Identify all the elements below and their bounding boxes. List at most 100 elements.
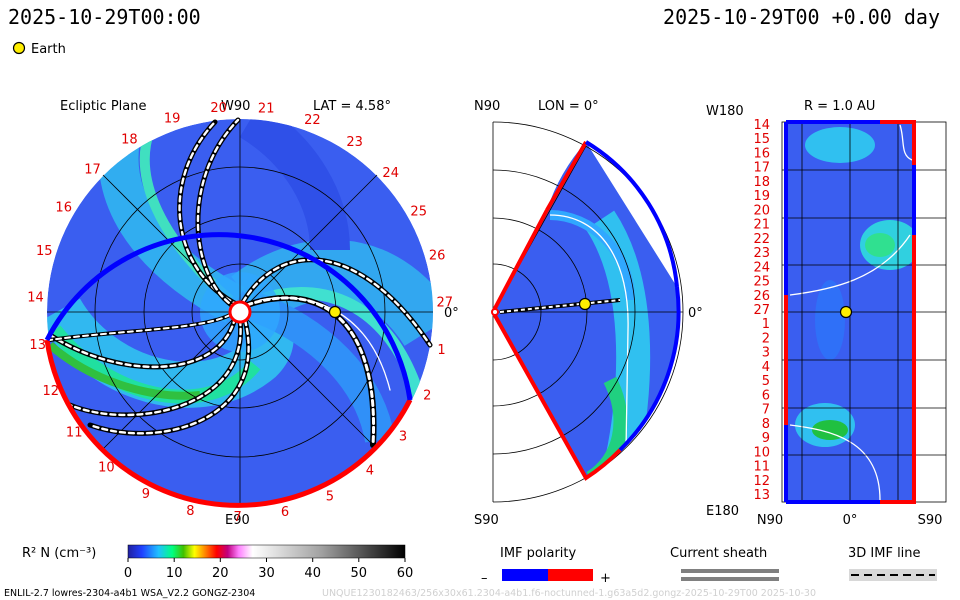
radial-top-label: W180: [706, 104, 744, 119]
radial-y-tick-label: 15: [753, 132, 770, 147]
ecliptic-earth-icon: [328, 305, 342, 319]
ecliptic-boundary-positive: [44, 339, 413, 508]
radial-y-tick-label: 26: [753, 289, 770, 304]
radial-y-tick-label: 24: [753, 260, 770, 275]
ecliptic-title: Ecliptic Plane: [60, 99, 146, 114]
ecliptic-tick-label: 24: [382, 166, 399, 181]
radial-y-tick-label: 13: [753, 488, 770, 503]
colorbar-tick-label: 10: [166, 566, 183, 581]
ecliptic-tick-label: 19: [164, 112, 181, 127]
imf-polarity-label: IMF polarity: [500, 546, 576, 561]
meridional-bottom-label: S90: [474, 513, 499, 528]
colorbar-tick-label: 30: [258, 566, 275, 581]
ecliptic-tick-label: 16: [55, 200, 72, 215]
ecliptic-tick-label: 23: [346, 135, 363, 150]
radial-panel: R = 1.0 AU W180 E180 1415161718192021222…: [706, 99, 947, 528]
colorbar-tick-label: 60: [397, 566, 414, 581]
radial-y-tick-label: 12: [753, 474, 770, 489]
meridional-lon-label: LON = 0°: [538, 99, 599, 114]
ecliptic-right-label: 0°: [444, 306, 459, 321]
ecliptic-tick-label: 2: [423, 388, 431, 403]
radial-x-tick-label: S90: [918, 513, 943, 528]
radial-y-tick-label: 20: [753, 203, 770, 218]
radial-y-tick-label: 6: [762, 388, 770, 403]
ecliptic-tick-label: 17: [84, 163, 101, 178]
ecliptic-tick-label: 18: [121, 132, 138, 147]
radial-y-ticks: 1415161718192021222324252627123456789101…: [753, 118, 770, 503]
meridional-top-label: N90: [474, 99, 500, 114]
radial-y-tick-label: 8: [762, 417, 770, 432]
ecliptic-tick-label: 9: [142, 487, 150, 502]
radial-bottom-label: E180: [706, 504, 739, 519]
radial-y-tick-label: 7: [762, 403, 770, 418]
current-sheath-legend: Current sheath: [670, 546, 779, 581]
current-sheath-label: Current sheath: [670, 546, 767, 561]
radial-y-tick-label: 22: [753, 232, 770, 247]
colorbar-ticks: 0 10 20 30 40 50 60: [124, 558, 413, 581]
ecliptic-tick-label: 4: [366, 464, 374, 479]
imf-line-label: 3D IMF line: [848, 546, 921, 561]
footer-run-id: UNQUE1230182463/256x30x61.2304-a4b1.f6-n…: [322, 588, 816, 599]
radial-y-tick-label: 1: [762, 317, 770, 332]
ecliptic-tick-label: 13: [29, 338, 46, 353]
radial-y-tick-label: 4: [762, 360, 770, 375]
ecliptic-tick-label: 10: [98, 461, 115, 476]
ecliptic-tick-label: 22: [304, 113, 321, 128]
ecliptic-bottom-label: E90: [225, 513, 250, 528]
imf-polarity-legend: IMF polarity – +: [481, 546, 611, 586]
radial-y-tick-label: 25: [753, 275, 770, 290]
ecliptic-tick-label: 15: [36, 244, 53, 259]
ecliptic-tick-label: 3: [399, 429, 407, 444]
imf-positive-swatch: [548, 569, 593, 581]
ecliptic-panel: Ecliptic Plane W90 E90 0° LAT = 4.58° 20…: [27, 99, 459, 528]
radial-y-tick-label: 10: [753, 445, 770, 460]
colorbar-gradient: [127, 544, 406, 559]
footer-model-string: ENLIL-2.7 lowres-2304-a4b1 WSA_V2.2 GONG…: [4, 588, 255, 599]
radial-title: R = 1.0 AU: [804, 99, 875, 114]
ecliptic-tick-label: 25: [410, 205, 427, 220]
earth-legend-icon: [12, 41, 26, 55]
sun-icon: [228, 300, 252, 324]
ecliptic-lat-label: LAT = 4.58°: [313, 99, 391, 114]
ecliptic-tick-label: 7: [233, 510, 241, 525]
ecliptic-top-label: W90: [221, 99, 250, 114]
colorbar-label: R² N (cm⁻³): [22, 546, 96, 561]
ecliptic-tick-label: 21: [258, 102, 275, 117]
radial-y-tick-label: 2: [762, 332, 770, 347]
ecliptic-tick-label: 14: [27, 291, 44, 306]
earth-legend-label: Earth: [31, 42, 66, 57]
colorbar-tick-label: 20: [212, 566, 229, 581]
radial-x-tick-label: N90: [757, 513, 783, 528]
radial-y-tick-label: 11: [753, 460, 770, 475]
header-left-datetime: 2025-10-29T00:00: [8, 5, 201, 29]
radial-x-ticks: N90 0° S90: [757, 513, 943, 528]
meridional-right-label: 0°: [688, 306, 703, 321]
header-right-datetime: 2025-10-29T00 +0.00 day: [663, 5, 940, 29]
imf-line-legend: 3D IMF line: [848, 546, 937, 581]
radial-y-tick-label: 9: [762, 431, 770, 446]
radial-y-tick-label: 27: [753, 303, 770, 318]
radial-x-tick-label: 0°: [843, 513, 858, 528]
current-sheath-swatch-top: [681, 569, 779, 573]
ecliptic-tick-label: 20: [210, 101, 227, 116]
radial-y-tick-label: 19: [753, 189, 770, 204]
ecliptic-tick-label: 6: [281, 505, 289, 520]
ecliptic-boundary-negative: [44, 232, 413, 401]
colorbar-tick-label: 0: [124, 566, 132, 581]
radial-y-tick-label: 3: [762, 346, 770, 361]
radial-y-tick-label: 17: [753, 161, 770, 176]
imf-plus-label: +: [600, 571, 611, 586]
ecliptic-tick-label: 12: [43, 384, 60, 399]
ecliptic-tick-label: 26: [429, 249, 446, 264]
ecliptic-tick-label: 5: [326, 489, 334, 504]
radial-y-tick-label: 23: [753, 246, 770, 261]
radial-y-tick-label: 5: [762, 374, 770, 389]
current-sheath-swatch-bottom: [681, 577, 779, 581]
ecliptic-tick-label: 1: [437, 343, 445, 358]
radial-y-tick-label: 21: [753, 218, 770, 233]
ecliptic-carrington-ticks: 20 21222324252627123456789101112131415161…: [27, 101, 453, 525]
ecliptic-tick-label: 11: [66, 426, 83, 441]
ecliptic-tick-label: 8: [186, 504, 194, 519]
colorbar-tick-label: 50: [351, 566, 368, 581]
